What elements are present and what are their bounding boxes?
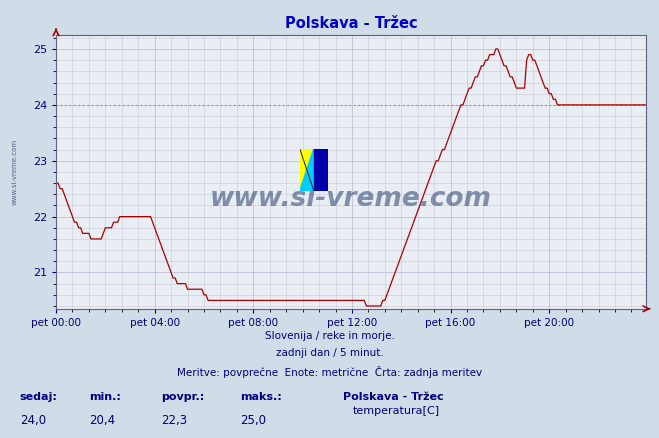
Polygon shape	[300, 149, 314, 191]
Text: 25,0: 25,0	[241, 414, 266, 427]
Text: maks.:: maks.:	[241, 392, 282, 402]
Text: 22,3: 22,3	[161, 414, 188, 427]
Text: povpr.:: povpr.:	[161, 392, 205, 402]
Text: www.si-vreme.com: www.si-vreme.com	[12, 139, 18, 205]
Text: min.:: min.:	[89, 392, 121, 402]
Text: sedaj:: sedaj:	[20, 392, 57, 402]
Text: Slovenija / reke in morje.: Slovenija / reke in morje.	[264, 331, 395, 341]
Polygon shape	[300, 149, 328, 191]
Text: zadnji dan / 5 minut.: zadnji dan / 5 minut.	[275, 348, 384, 358]
Title: Polskava - Tržec: Polskava - Tržec	[285, 16, 417, 31]
Text: Polskava - Tržec: Polskava - Tržec	[343, 392, 444, 402]
Text: 20,4: 20,4	[89, 414, 115, 427]
Text: Meritve: povprečne  Enote: metrične  Črta: zadnja meritev: Meritve: povprečne Enote: metrične Črta:…	[177, 366, 482, 378]
Text: www.si-vreme.com: www.si-vreme.com	[210, 186, 492, 212]
Polygon shape	[314, 149, 328, 191]
Text: temperatura[C]: temperatura[C]	[353, 406, 440, 416]
Text: 24,0: 24,0	[20, 414, 46, 427]
